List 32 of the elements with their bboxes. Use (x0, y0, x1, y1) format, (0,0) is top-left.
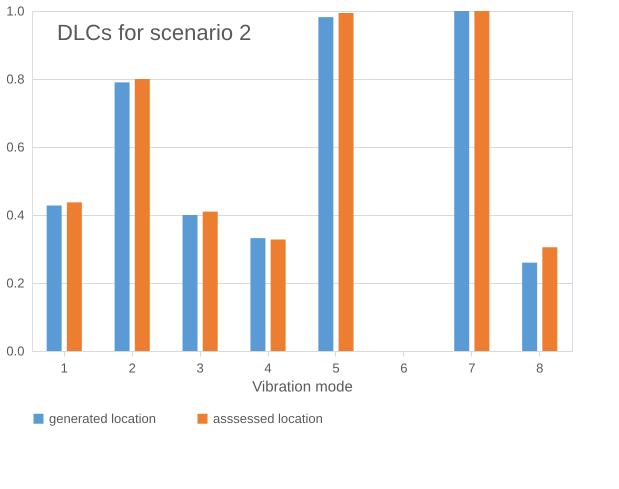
x-tick-label: 7 (468, 360, 476, 376)
bar (250, 238, 266, 351)
bar (202, 212, 218, 351)
y-tick-label: 0.2 (6, 276, 24, 290)
bar (474, 11, 490, 351)
chart-title: DLCs for scenario 2 (57, 20, 252, 45)
bar (66, 202, 82, 351)
x-tick-label: 8 (536, 360, 544, 376)
x-tick-label: 2 (128, 360, 136, 376)
legend-label: asssessed location (213, 410, 323, 426)
bar (182, 215, 198, 351)
bar (318, 17, 334, 351)
bar (114, 82, 130, 351)
x-axis-title: Vibration mode (252, 378, 353, 396)
bar (46, 205, 62, 351)
bar (454, 11, 470, 351)
x-tick-label: 3 (196, 360, 204, 376)
bar (522, 262, 538, 351)
y-tick-label: 0.0 (6, 344, 24, 358)
bar (338, 13, 354, 351)
bar (542, 247, 558, 351)
y-tick-label: 0.6 (6, 140, 24, 154)
x-tick-label: 4 (264, 360, 272, 376)
legend-label: generated location (49, 410, 156, 426)
bar (270, 239, 286, 351)
x-tick-label: 5 (332, 360, 340, 376)
y-tick-label: 0.4 (6, 208, 24, 222)
x-tick-label: 1 (60, 360, 68, 376)
y-tick-label: 0.8 (6, 72, 24, 86)
y-tick-label: 1.0 (6, 4, 24, 18)
x-tick-label: 6 (400, 360, 408, 376)
bar (134, 79, 150, 351)
